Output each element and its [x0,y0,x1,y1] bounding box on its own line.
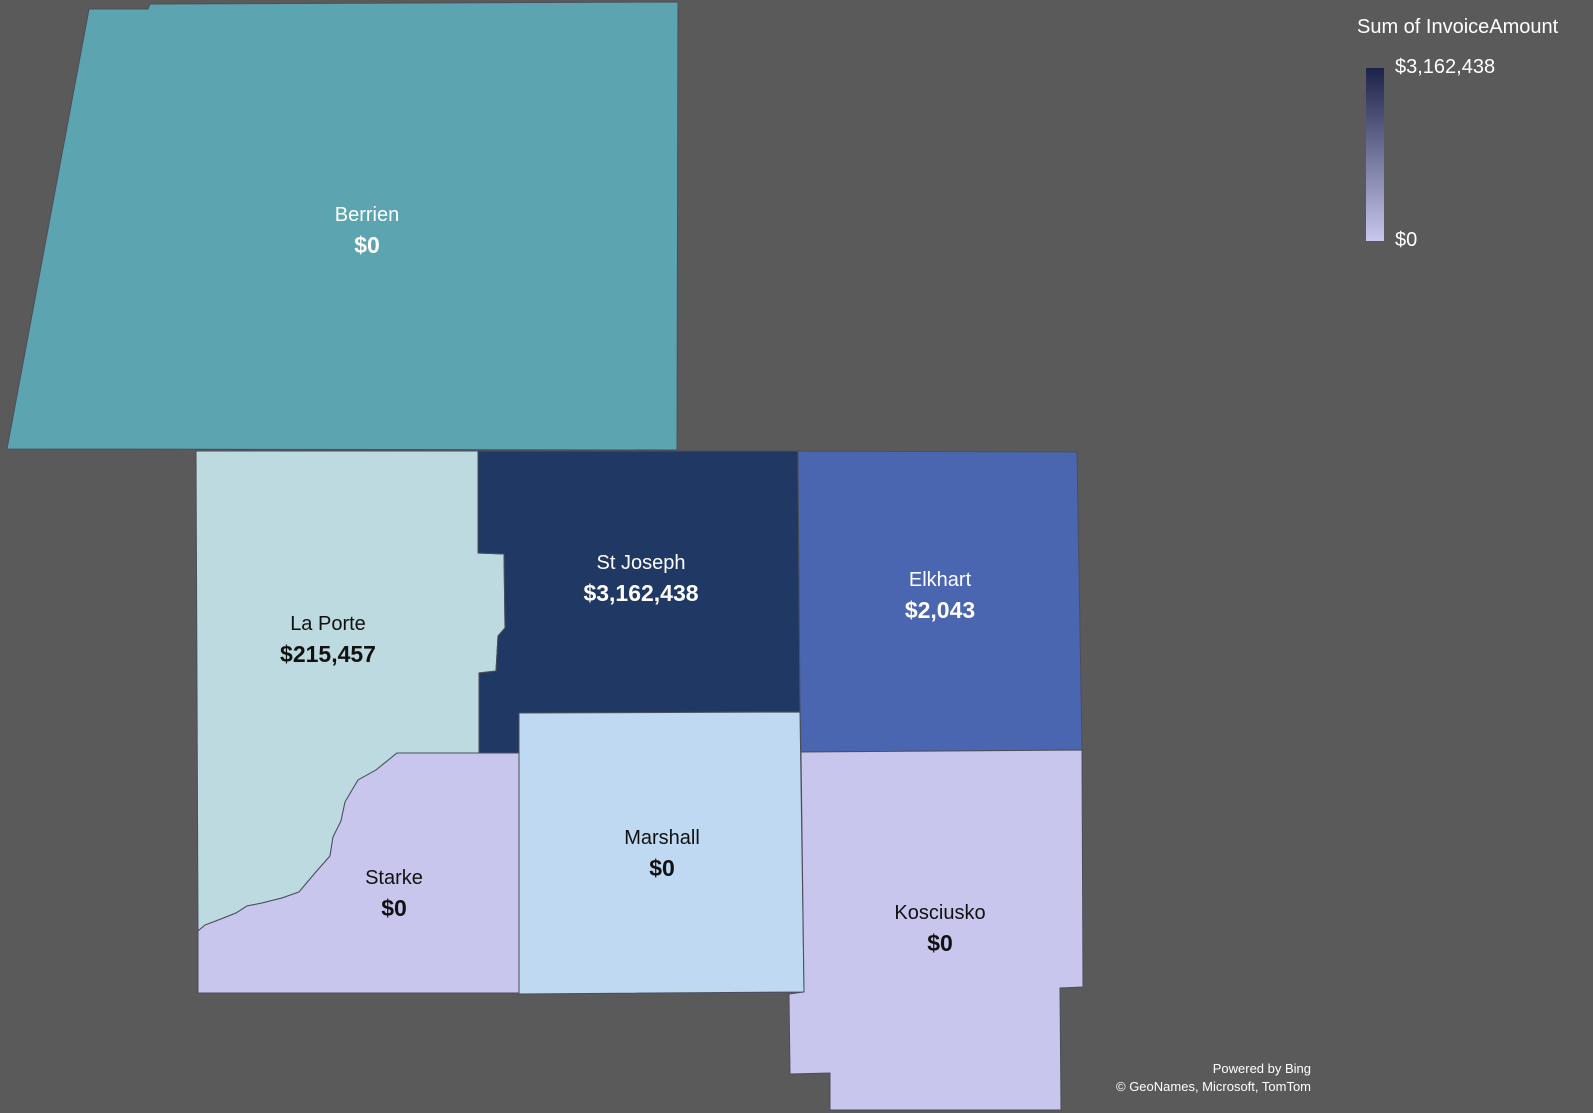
region-name-marshall: Marshall [624,827,700,849]
region-name-kosciusko: Kosciusko [894,902,985,924]
region-value-starke: $0 [381,895,407,921]
region-value-elkhart: $2,043 [905,597,975,623]
region-kosciusko[interactable]: Kosciusko $0 [788,749,1084,1111]
region-st-joseph[interactable]: St Joseph $3,162,438 [477,450,801,754]
legend-min-label: $0 [1395,229,1418,251]
bing-attribution: Powered by Bing [1212,1061,1311,1076]
region-value-la-porte: $215,457 [280,641,376,667]
region-value-st-joseph: $3,162,438 [583,580,698,606]
legend-gradient-bar [1366,68,1384,241]
region-berrien[interactable]: Berrien $0 [6,1,679,451]
region-value-berrien: $0 [354,232,380,258]
legend-title: Sum of InvoiceAmount [1357,16,1559,38]
map-data-attribution[interactable]: © GeoNames, Microsoft, TomTom [1116,1079,1311,1094]
region-name-la-porte: La Porte [290,613,366,635]
region-marshall[interactable]: Marshall $0 [518,711,805,995]
region-value-kosciusko: $0 [927,930,953,956]
region-name-berrien: Berrien [335,204,399,226]
region-value-marshall: $0 [649,855,675,881]
region-name-elkhart: Elkhart [909,569,972,591]
region-starke[interactable]: Starke $0 [197,752,520,994]
region-name-st-joseph: St Joseph [597,552,686,574]
region-name-starke: Starke [365,867,423,889]
legend-max-label: $3,162,438 [1395,56,1496,78]
region-elkhart[interactable]: Elkhart $2,043 [797,450,1083,753]
